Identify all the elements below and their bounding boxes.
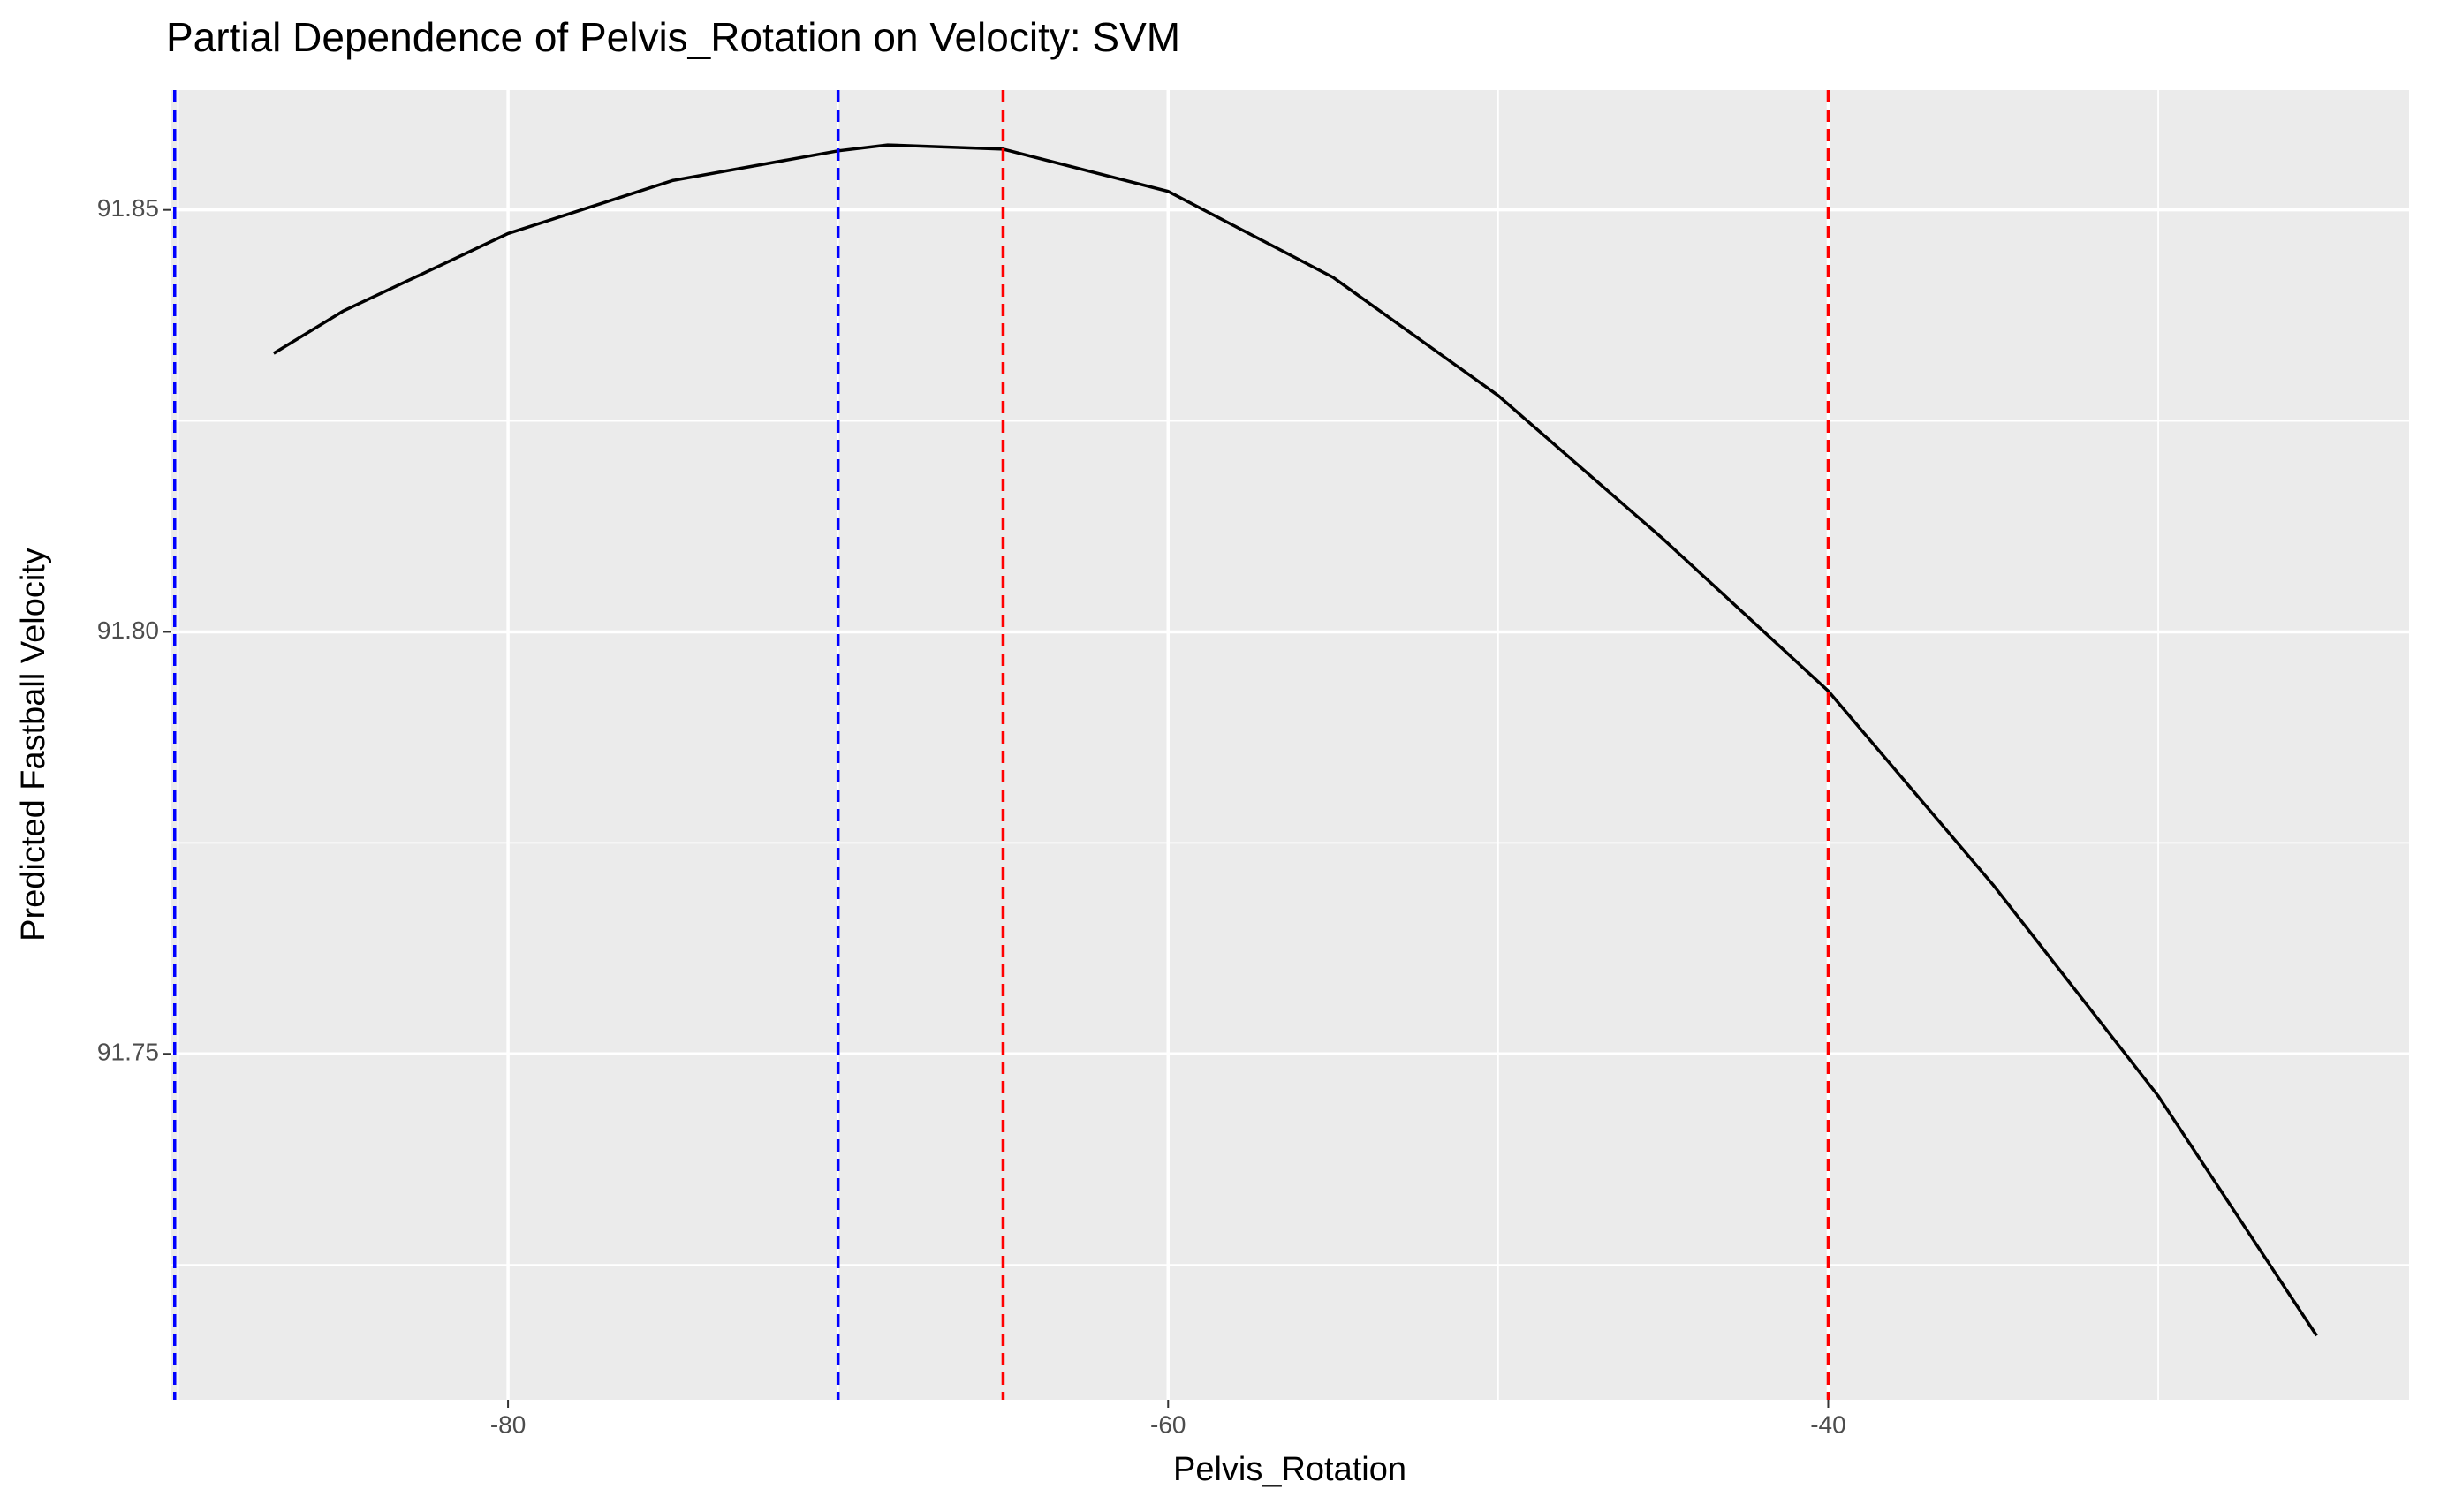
x-tick-label: -80 (490, 1410, 526, 1438)
x-tick-label: -60 (1150, 1410, 1186, 1438)
chart-title: Partial Dependence of Pelvis_Rotation on… (166, 14, 1180, 60)
y-tick-label: 91.85 (97, 194, 159, 222)
y-tick-label: 91.80 (97, 616, 159, 644)
y-axis-label: Predicted Fastball Velocity (15, 548, 52, 941)
x-tick-label: -40 (1810, 1410, 1845, 1438)
x-axis-label: Pelvis_Rotation (1173, 1451, 1406, 1488)
y-tick-label: 91.75 (97, 1039, 159, 1066)
plot-panel (171, 90, 2409, 1400)
line-series (272, 143, 2318, 1337)
